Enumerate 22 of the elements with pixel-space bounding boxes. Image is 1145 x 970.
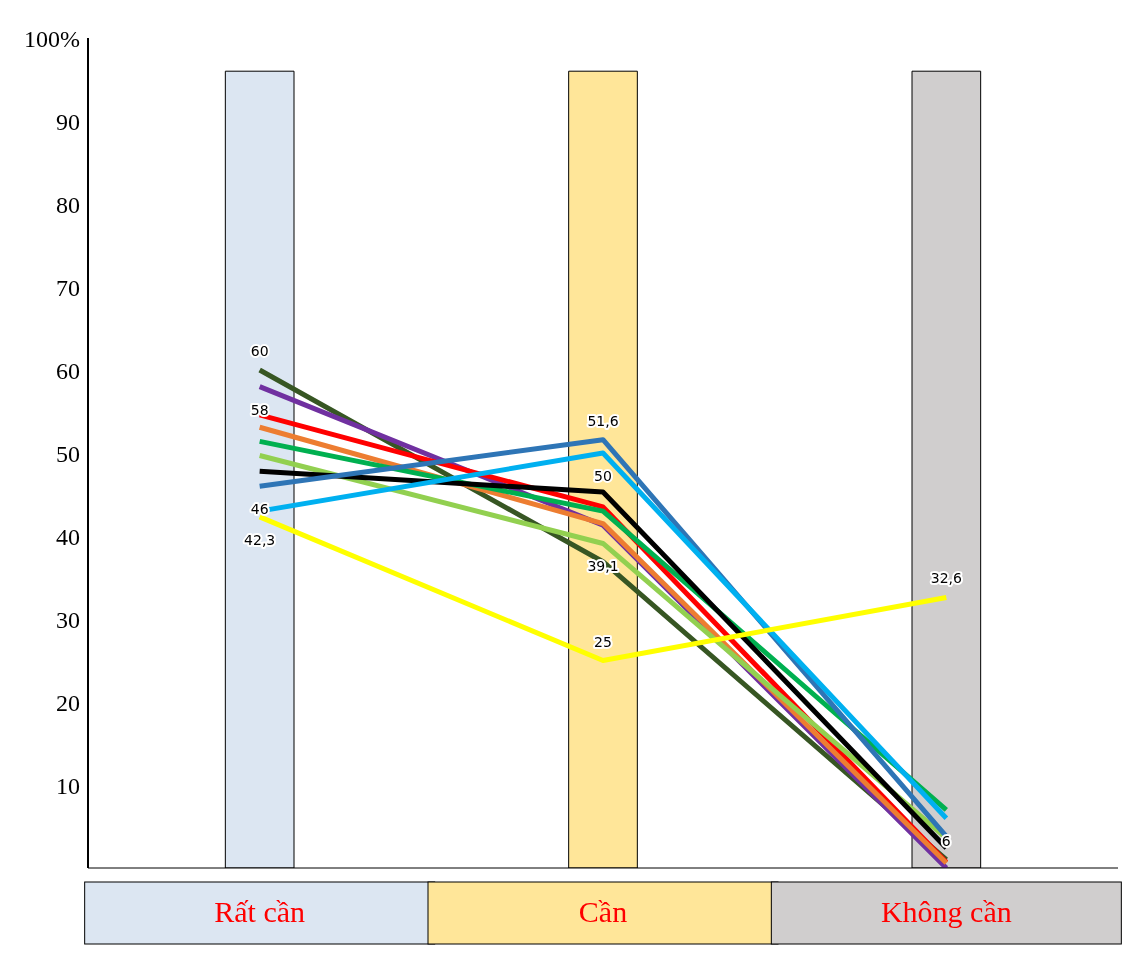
- y-tick-label: 60: [56, 357, 80, 384]
- x-tick-label: Rất cần: [214, 895, 306, 928]
- y-tick-label: 80: [56, 191, 80, 218]
- data-label: 25: [594, 633, 612, 650]
- data-label: 46: [250, 501, 269, 518]
- data-label: 51,6: [587, 412, 619, 429]
- y-tick-label: 70: [56, 274, 80, 301]
- y-tick-label: 90: [56, 108, 80, 135]
- data-label: 58: [250, 401, 269, 418]
- data-label: 32,6: [930, 570, 963, 587]
- data-label: 6: [941, 833, 951, 850]
- y-tick-label: 50: [56, 440, 80, 467]
- y-tick-label: 100%: [24, 25, 80, 52]
- y-tick-label: 30: [56, 606, 80, 633]
- x-tick-label: Cần: [578, 895, 628, 928]
- data-label: 60: [250, 343, 269, 359]
- x-tick-label: Không cần: [880, 895, 1012, 928]
- data-label: 50: [594, 468, 612, 484]
- y-tick-label: 10: [56, 772, 80, 799]
- y-tick-label: 20: [56, 689, 80, 716]
- data-label: 42,3: [244, 531, 276, 548]
- y-tick-label: 40: [56, 523, 80, 550]
